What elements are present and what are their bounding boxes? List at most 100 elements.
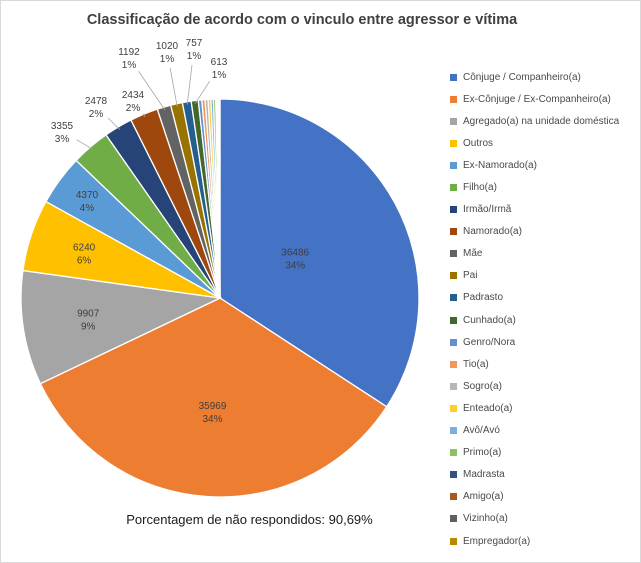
pie-slice-agregado-a-na-unidade-domestica[interactable] [20,269,223,385]
legend-color-swatch-icon [450,161,457,169]
legend-item-label: Enteado(a) [463,402,513,414]
legend-item-label: Genro/Nora [463,336,516,348]
legend-item-label: Vizinho(a) [463,513,508,525]
legend-color-swatch-icon [450,515,457,523]
legend-item-enteado-a[interactable]: Enteado(a) [450,397,619,419]
leader-line [194,80,211,104]
slice-percent-label: 34% [285,260,305,271]
legend-item-label: Ex-Namorado(a) [463,159,537,171]
leader-line [142,113,146,118]
legend-color-swatch-icon [450,294,457,302]
slice-percent-label: 9% [81,321,96,332]
legend-color-swatch-icon [450,537,457,545]
legend-item-pai[interactable]: Pai [450,265,619,287]
slice-label-agregado-a-na-unidade-domestica: 9907 9% [77,308,100,332]
legend-color-swatch-icon [450,139,457,147]
legend: Cônjuge / Companheiro(a) Ex-Cônjuge / Ex-… [450,66,619,552]
legend-item-label: Cônjuge / Companheiro(a) [463,71,581,83]
slice-percent-label: 1% [122,60,137,71]
leader-line [186,64,193,105]
legend-item-agregado-a-na-unidade-domestica[interactable]: Agregado(a) na unidade doméstica [450,110,619,132]
legend-color-swatch-icon [450,316,457,324]
slice-label-pai: 1020 1% [156,41,179,65]
slice-value-label: 757 [186,38,203,49]
leader-line [76,139,93,150]
legend-color-swatch-icon [450,404,457,412]
legend-item-label: Agregado(a) na unidade doméstica [463,115,620,127]
legend-item-padrasto[interactable]: Padrasto [450,287,619,309]
legend-color-swatch-icon [450,493,457,501]
pie-slice-empregador-a[interactable] [218,98,221,299]
slice-label-irmao-irma: 2478 2% [85,96,108,120]
slice-value-label: 3355 [51,121,74,132]
pie-slice-ex-conjuge-ex-companheiro-a[interactable] [39,297,388,498]
legend-item-label: Mãe [463,248,483,260]
slice-value-label: 4370 [76,190,99,201]
legend-color-swatch-icon [450,184,457,192]
legend-color-swatch-icon [450,338,457,346]
slice-value-label: 2434 [122,90,145,101]
legend-item-label: Avô/Avó [463,425,500,437]
legend-item-label: Madrasta [463,469,505,481]
legend-item-label: Namorado(a) [463,226,522,238]
slice-value-label: 9907 [77,308,100,319]
legend-item-sogro-a[interactable]: Sogro(a) [450,375,619,397]
legend-item-outros[interactable]: Outros [450,132,619,154]
slice-percent-label: 2% [89,109,104,120]
legend-color-swatch-icon [450,471,457,479]
legend-item-label: Sogro(a) [463,380,502,392]
slice-label-namorado-a: 2434 2% [122,90,145,114]
slice-percent-label: 34% [202,414,222,425]
legend-item-ex-conjuge-ex-companheiro-a[interactable]: Ex-Cônjuge / Ex-Companheiro(a) [450,88,619,110]
legend-color-swatch-icon [450,449,457,457]
legend-item-primo-a[interactable]: Primo(a) [450,442,619,464]
legend-color-swatch-icon [450,117,457,125]
legend-item-irmao-irma[interactable]: Irmão/Irmã [450,199,619,221]
legend-item-label: Irmão/Irmã [463,204,512,216]
slice-value-label: 2478 [85,96,108,107]
legend-color-swatch-icon [450,206,457,214]
chart-title: Classificação de acordo com o vinculo en… [86,12,518,28]
slice-value-label: 36486 [281,247,309,258]
legend-item-label: Ex-Cônjuge / Ex-Companheiro(a) [463,93,611,105]
slice-label-ex-namorado-a: 4370 4% [76,190,99,214]
legend-item-madrasta[interactable]: Madrasta [450,464,619,486]
legend-item-label: Outros [463,137,494,149]
legend-item-label: Padrasto [463,292,504,304]
slice-value-label: 1192 [118,47,140,58]
slice-percent-label: 4% [80,203,95,214]
slice-percent-label: 1% [187,51,202,62]
legend-item-filho-a[interactable]: Filho(a) [450,176,619,198]
legend-item-tio-a[interactable]: Tio(a) [450,353,619,375]
slice-label-ex-conjuge-ex-companheiro-a: 35969 34% [199,401,227,425]
legend-item-vizinho-a[interactable]: Vizinho(a) [450,508,619,530]
legend-item-empregador-a[interactable]: Empregador(a) [450,530,619,552]
legend-item-mae[interactable]: Mãe [450,243,619,265]
legend-color-swatch-icon [450,250,457,258]
legend-item-label: Filho(a) [463,182,497,194]
slice-percent-label: 1% [212,70,227,81]
legend-item-avo-avo[interactable]: Avô/Avó [450,420,619,442]
legend-item-label: Amigo(a) [463,491,504,503]
leader-line [138,70,166,111]
legend-item-conjuge-companheiro-a[interactable]: Cônjuge / Companheiro(a) [450,66,619,88]
leader-line [107,117,121,130]
legend-item-amigo-a[interactable]: Amigo(a) [450,486,619,508]
legend-color-swatch-icon [450,427,457,435]
legend-item-cunhado-a[interactable]: Cunhado(a) [450,309,619,331]
non-respondents-note: Porcentagem de não respondidos: 90,69% [126,512,373,527]
legend-item-ex-namorado-a[interactable]: Ex-Namorado(a) [450,154,619,176]
legend-item-namorado-a[interactable]: Namorado(a) [450,221,619,243]
slice-label-mae: 1192 1% [118,47,140,71]
legend-item-label: Tio(a) [463,358,489,370]
legend-color-swatch-icon [450,228,457,236]
legend-item-genro-nora[interactable]: Genro/Nora [450,331,619,353]
legend-color-swatch-icon [450,73,457,81]
legend-color-swatch-icon [450,360,457,368]
legend-item-label: Empregador(a) [463,535,531,547]
slice-label-filho-a: 3355 3% [51,121,74,145]
slice-value-label: 613 [211,57,228,68]
